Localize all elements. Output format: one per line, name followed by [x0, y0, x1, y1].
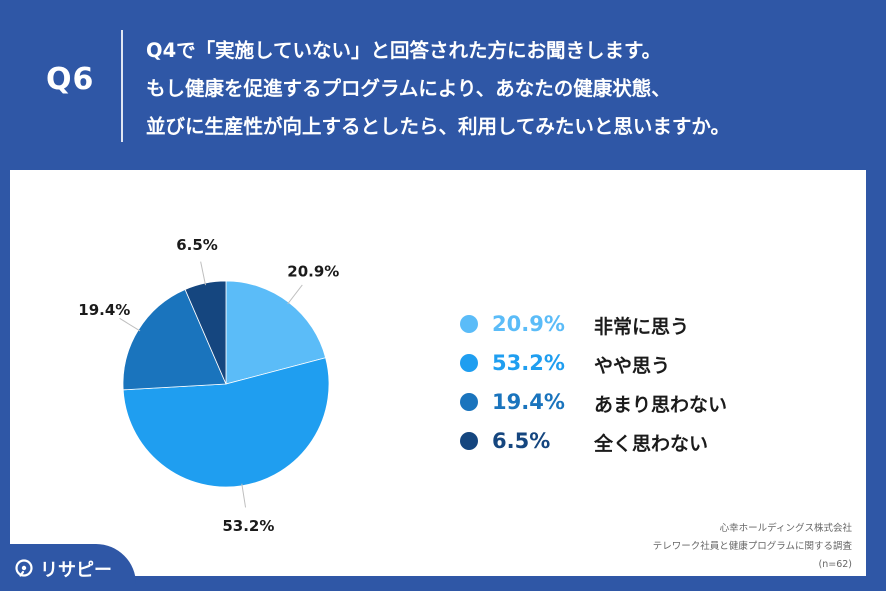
leader-line [241, 483, 247, 508]
brand-logo: リサピー [14, 556, 112, 582]
leader-line [119, 317, 141, 332]
legend-label: あまり思わない [594, 394, 728, 416]
leader-line [200, 261, 207, 286]
question-line-3: 並びに生産性が向上するとしたら、利用してみたいと思いますか。 [146, 115, 731, 138]
data-label: 19.4% [78, 301, 130, 319]
legend-percent: 6.5% [492, 429, 551, 453]
legend-label: 非常に思う [594, 316, 690, 338]
question-line-2: もし健康を促進するプログラムにより、あなたの健康状態、 [146, 77, 671, 100]
question-line-1: Q4で「実施していない」と回答された方にお聞きします。 [146, 39, 662, 62]
legend-swatch [460, 393, 478, 411]
source-company: 心幸ホールディングス株式会社 [719, 523, 852, 534]
legend-percent: 20.9% [492, 312, 565, 336]
data-label: 20.9% [287, 263, 339, 281]
pie-chart: 20.9% 53.2% 19.4% 6.5% [78, 236, 339, 535]
header: Q6 Q4で「実施していない」と回答された方にお聞きします。 もし健康を促進する… [0, 0, 886, 170]
legend-percent: 53.2% [492, 351, 565, 375]
question-text: Q4で「実施していない」と回答された方にお聞きします。 もし健康を促進するプログ… [146, 32, 730, 146]
header-divider [121, 30, 123, 142]
legend-swatch [460, 432, 478, 450]
legend-swatch [460, 354, 478, 372]
source-survey: テレワーク社員と健康プログラムに関する調査 [652, 541, 852, 552]
legend-item: 6.5% 全く思わない [454, 429, 774, 459]
logo-text: リサピー [40, 560, 112, 581]
lightbulb-icon [15, 559, 33, 577]
legend-percent: 19.4% [492, 390, 565, 414]
chart-panel: 20.9% 53.2% 19.4% 6.5% 20.9% 非常に思う 53.2% やや… [10, 170, 866, 576]
data-label: 53.2% [222, 517, 274, 535]
sample-size: (n=62) [818, 559, 852, 570]
source-note: 心幸ホールディングス株式会社 テレワーク社員と健康プログラムに関する調査 (n=… [653, 520, 852, 574]
legend-item: 53.2% やや思う [454, 351, 774, 381]
data-label: 6.5% [176, 236, 218, 254]
leader-line [287, 284, 303, 305]
legend-item: 20.9% 非常に思う [454, 312, 774, 342]
legend-swatch [460, 315, 478, 333]
legend-item: 19.4% あまり思わない [454, 390, 774, 420]
legend-label: 全く思わない [594, 433, 709, 455]
question-number: Q6 [46, 62, 95, 97]
legend-label: やや思う [594, 355, 671, 377]
